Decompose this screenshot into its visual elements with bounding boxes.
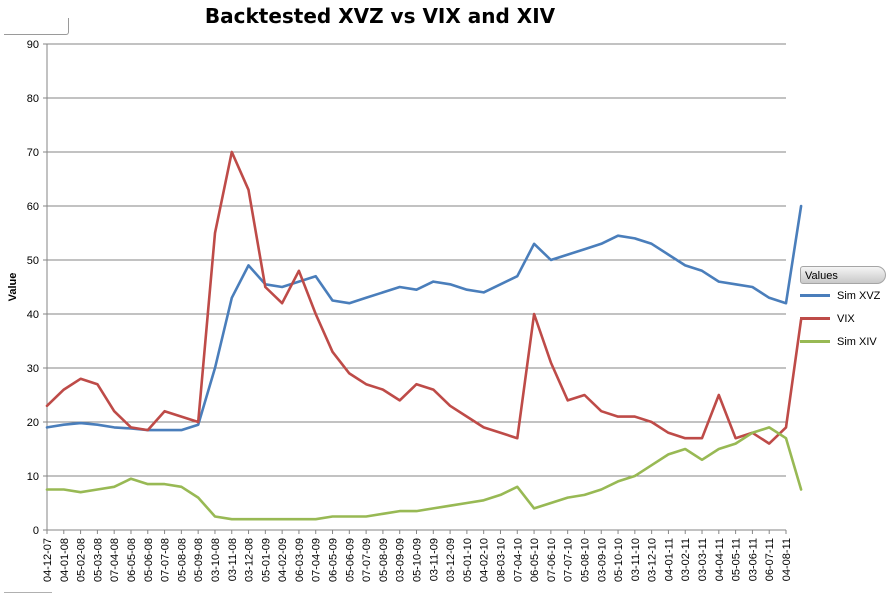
x-tick-label: 05-08-09: [378, 538, 390, 582]
legend-title[interactable]: Values: [800, 266, 886, 284]
y-tick-label: 70: [27, 147, 39, 159]
y-tick-label: 40: [27, 309, 39, 321]
x-tick-label: 07-06-10: [546, 538, 558, 582]
x-tick-label: 05-06-08: [143, 538, 155, 582]
x-tick-label: 04-04-11: [714, 538, 726, 581]
x-tick-label: 04-01-08: [59, 538, 71, 582]
x-tick-label: 04-08-11: [781, 538, 793, 581]
x-tick-label: 07-04-09: [311, 538, 323, 582]
x-tick-label: 07-04-10: [512, 538, 524, 582]
x-tick-label: 04-02-10: [479, 538, 491, 582]
legend-item-vix: VIX: [800, 307, 888, 330]
x-tick-label: 03-12-08: [244, 538, 256, 582]
x-tick-label: 04-01-11: [663, 538, 675, 581]
legend: Values Sim XVZ VIX Sim XIV: [800, 266, 888, 353]
x-tick-label: 03-12-10: [647, 538, 659, 582]
x-tick-label: 05-08-10: [579, 538, 591, 582]
y-tick-label: 80: [27, 93, 39, 105]
x-tick-label: 06-05-10: [529, 538, 541, 582]
x-tick-label: 03-06-11: [747, 538, 759, 581]
x-tick-label: 05-05-11: [731, 538, 743, 581]
x-tick-label: 05-03-08: [92, 538, 104, 582]
x-tick-label: 05-01-10: [462, 538, 474, 582]
y-tick-label: 20: [27, 417, 39, 429]
x-tick-label: 03-11-08: [227, 538, 239, 581]
x-tick-label: 04-12-07: [42, 538, 54, 582]
x-tick-label: 03-09-09: [395, 538, 407, 582]
chart-title: Backtested XVZ vs VIX and XIV: [204, 4, 556, 28]
y-axis-label: Value: [7, 273, 19, 302]
y-tick-label: 60: [27, 201, 39, 213]
y-tick-label: 50: [27, 255, 39, 267]
x-tick-label: 03-12-09: [445, 538, 457, 582]
chart-corner-tab: [4, 18, 69, 35]
x-tick-label: 07-07-10: [563, 538, 575, 582]
legend-label: Sim XVZ: [837, 289, 881, 302]
x-tick-label: 06-05-09: [328, 538, 340, 582]
series-line-vix: [45, 150, 803, 445]
legend-label: VIX: [837, 312, 855, 325]
x-tick-label: 05-08-08: [176, 538, 188, 582]
x-tick-label: 07-07-09: [361, 538, 373, 582]
y-tick-label: 10: [27, 471, 39, 483]
y-tick-label: 0: [33, 525, 39, 537]
legend-swatch: [800, 340, 830, 343]
x-tick-label: 05-02-08: [76, 538, 88, 582]
legend-item-sim-xvz: Sim XVZ: [800, 284, 888, 307]
legend-swatch: [800, 317, 830, 320]
x-tick-label: 06-07-11: [764, 538, 776, 581]
x-tick-label: 03-11-09: [428, 538, 440, 581]
x-tick-label: 05-10-10: [613, 538, 625, 582]
legend-item-sim-xiv: Sim XIV: [800, 330, 888, 353]
x-tick-label: 03-09-10: [596, 538, 608, 582]
chart-bottom-tab: [4, 592, 52, 597]
x-tick-label: 05-10-09: [412, 538, 424, 582]
x-tick-label: 08-03-10: [495, 538, 507, 582]
y-tick-label: 90: [27, 39, 39, 51]
series-line-sim-xiv: [45, 426, 803, 521]
x-tick-label: 07-04-08: [109, 538, 121, 582]
x-tick-label: 05-09-08: [193, 538, 205, 582]
y-tick-label: 30: [27, 363, 39, 375]
x-tick-label: 03-10-08: [210, 538, 222, 582]
x-tick-label: 05-06-09: [344, 538, 356, 582]
x-tick-label: 06-03-09: [294, 538, 306, 582]
x-tick-label: 07-07-08: [160, 538, 172, 582]
legend-swatch: [800, 294, 830, 297]
x-tick-label: 03-11-10: [630, 538, 642, 581]
x-tick-label: 03-02-11: [680, 538, 692, 581]
x-tick-label: 05-01-09: [260, 538, 272, 582]
x-tick-label: 03-03-11: [697, 538, 709, 581]
x-tick-label: 06-05-08: [126, 538, 138, 582]
legend-label: Sim XIV: [837, 335, 877, 348]
series-line-sim-xvz: [45, 204, 803, 432]
x-tick-label: 04-02-09: [277, 538, 289, 582]
